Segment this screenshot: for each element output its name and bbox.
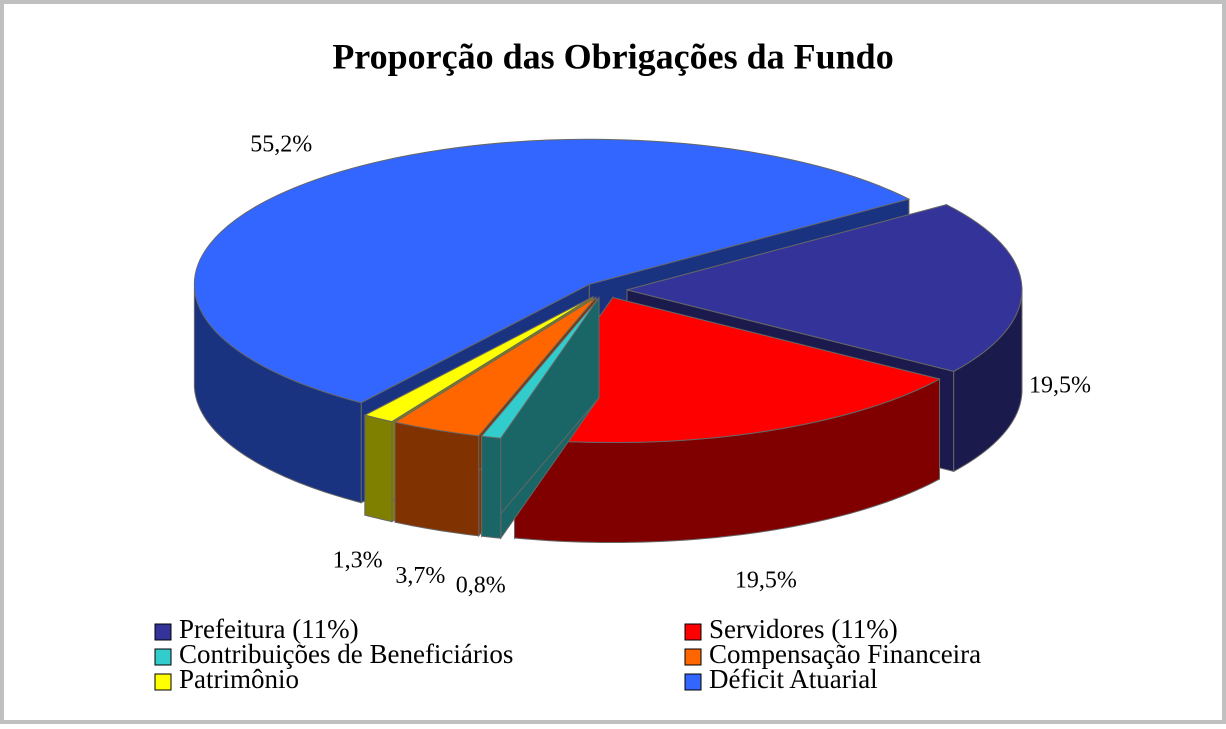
- legend-label: Patrimônio: [179, 664, 299, 694]
- legend-swatch: [684, 623, 702, 641]
- slice-top: [480, 297, 600, 439]
- data-label: 0,8%: [456, 573, 506, 599]
- slice-wall: [481, 435, 502, 539]
- slice-wall: [364, 414, 393, 523]
- data-label: 19,5%: [735, 567, 797, 593]
- data-label: 55,2%: [250, 131, 312, 157]
- legend-swatch: [684, 673, 702, 691]
- data-label: 3,7%: [395, 563, 445, 589]
- slice-top: [626, 204, 1023, 372]
- legend-label: Compensação Financeira: [709, 639, 981, 669]
- slice-top: [363, 296, 594, 423]
- slice-top: [193, 138, 911, 404]
- data-label: 19,5%: [1029, 372, 1091, 398]
- legend-swatch: [684, 648, 702, 666]
- legend-swatch: [154, 673, 172, 691]
- legend-label: Déficit Atuarial: [709, 664, 878, 694]
- slice-top: [513, 296, 941, 444]
- chart-title: Proporção das Obrigações da Fundo: [332, 36, 893, 76]
- slice-wall: [394, 421, 480, 537]
- legend-swatch: [154, 648, 172, 666]
- legend-label: Contribuições de Beneficiários: [179, 639, 513, 669]
- slice-top: [393, 296, 597, 437]
- slice: [480, 296, 600, 540]
- legend-label: Prefeitura (11%): [179, 614, 359, 644]
- data-label: 1,3%: [333, 548, 383, 574]
- legend-label: Servidores (11%): [709, 614, 898, 644]
- legend-swatch: [154, 623, 172, 641]
